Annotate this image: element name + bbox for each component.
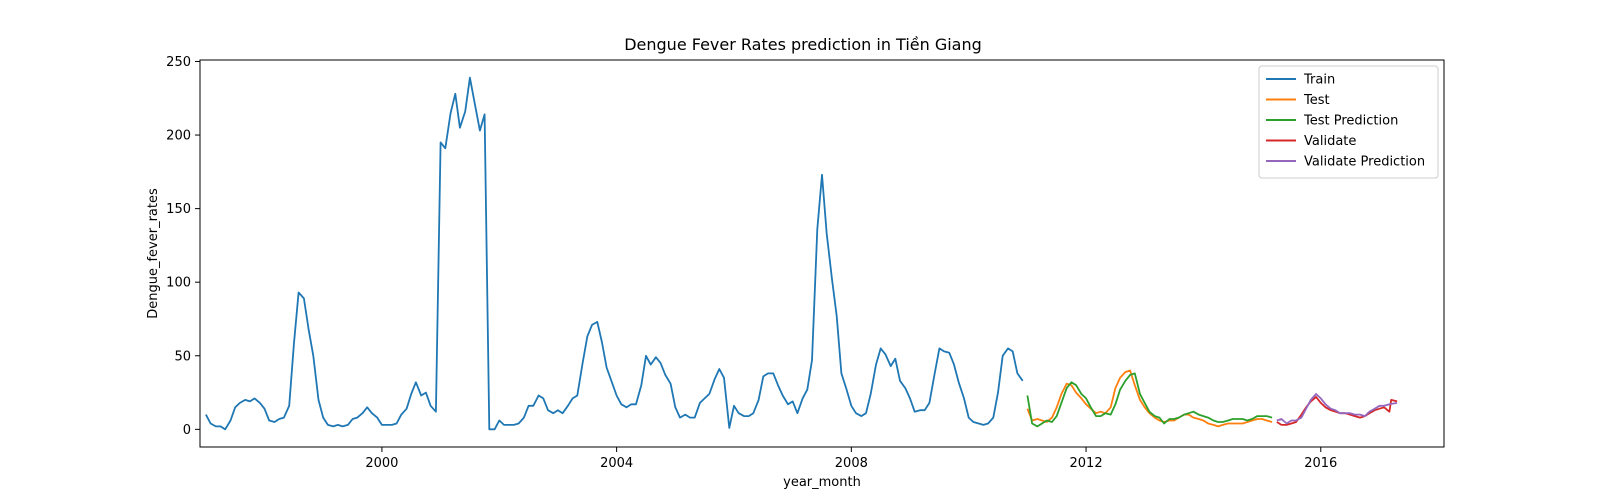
y-tick-label: 250: [166, 55, 191, 70]
y-tick-label: 150: [166, 202, 191, 217]
legend-box: [1258, 65, 1439, 179]
x-axis-label: year_month: [783, 475, 861, 490]
legend-entry: Train: [1303, 73, 1335, 88]
x-tick-label: 2008: [835, 456, 868, 471]
axis-ticks: 2000 2004 2008 2012 2016 0 50 100 150 200 250: [166, 55, 1337, 471]
series-line-train: [205, 76, 1024, 431]
x-tick-label: 2004: [600, 456, 633, 471]
chart-title: Dengue Fever Rates prediction in Tiền Gi…: [624, 35, 982, 54]
series-layer: [205, 76, 1398, 431]
y-tick-label: 200: [166, 129, 191, 144]
y-tick-label: 50: [174, 349, 191, 364]
x-tick-label: 2012: [1070, 456, 1103, 471]
legend-entry: Validate Prediction: [1304, 155, 1425, 170]
x-tick-label: 2016: [1304, 456, 1337, 471]
series-line-test-prediction: [1026, 372, 1273, 428]
series-line-test: [1026, 369, 1273, 428]
legend: Train Test Test Prediction Validate Validate…: [1258, 65, 1439, 179]
legend-entry: Test: [1303, 93, 1330, 108]
legend-entry: Validate: [1304, 134, 1356, 149]
x-tick-label: 2000: [365, 456, 398, 471]
y-tick-label: 0: [183, 423, 191, 438]
series-line-validate-prediction: [1276, 393, 1398, 425]
y-axis-label: Dengue_fever_rates: [146, 188, 161, 319]
legend-entry: Test Prediction: [1303, 114, 1398, 129]
plot-area-frame: [199, 59, 1445, 448]
y-tick-label: 100: [166, 276, 191, 291]
